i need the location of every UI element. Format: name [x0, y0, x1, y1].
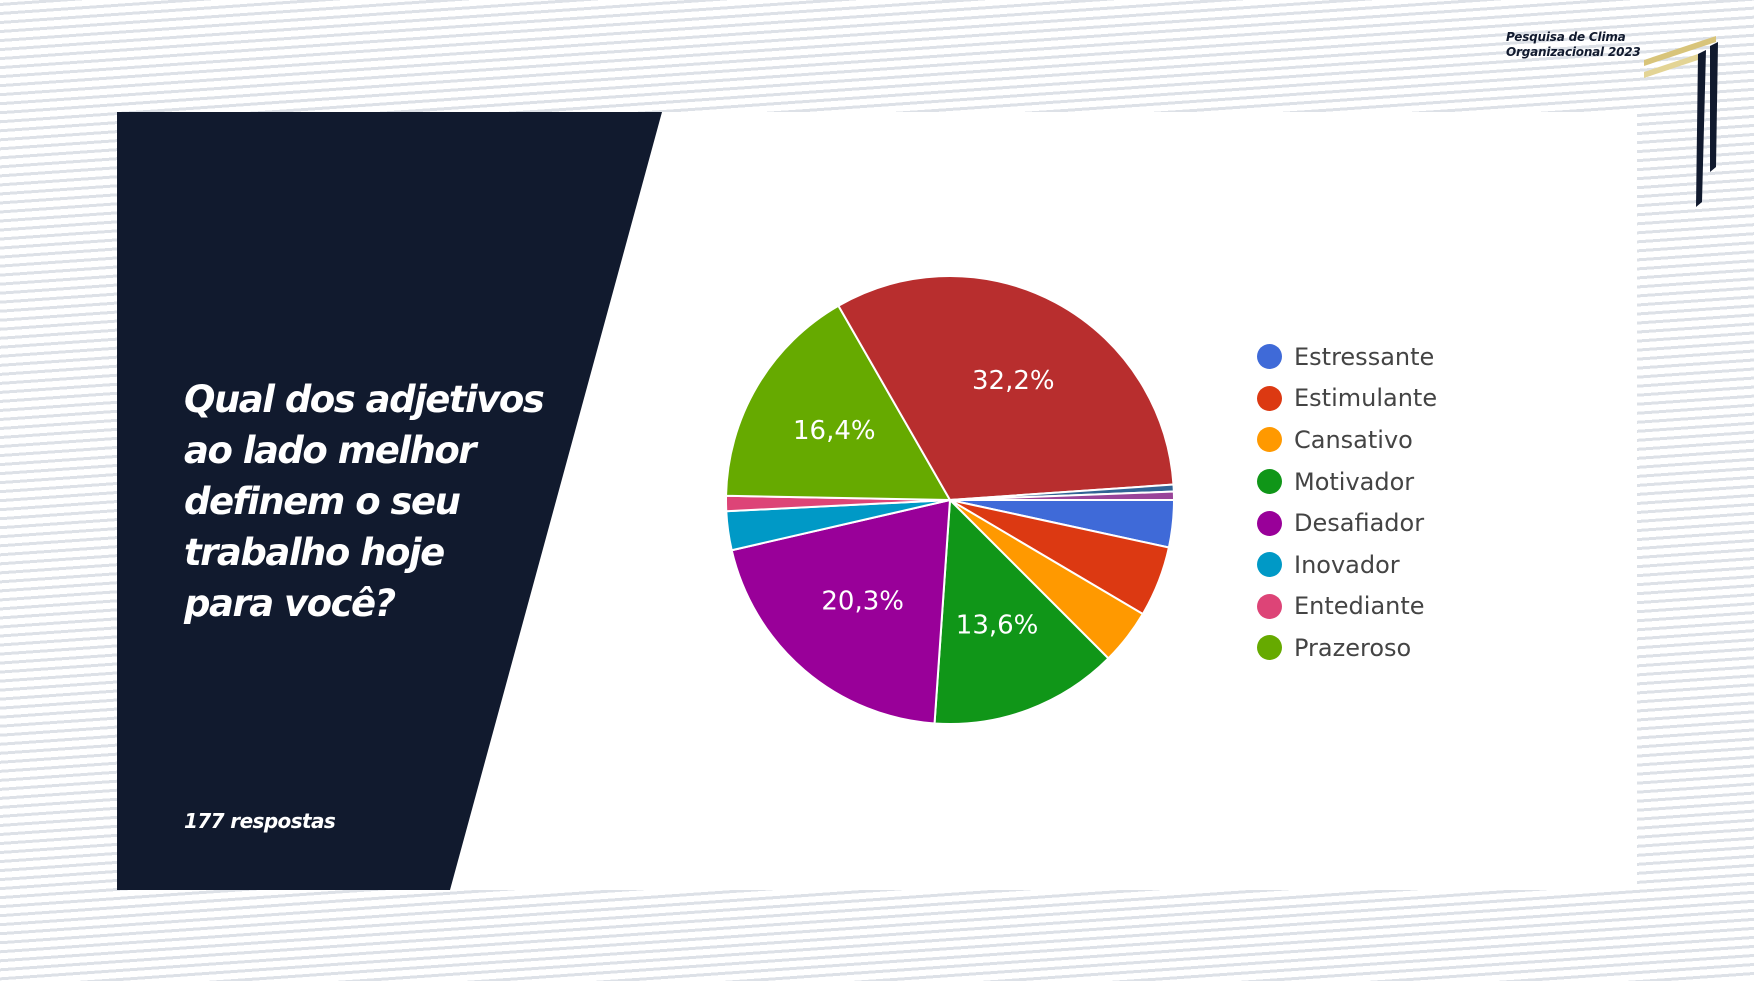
legend-label: Motivador — [1294, 467, 1415, 496]
brand-line-2: Organizacional 2023 — [1506, 45, 1641, 59]
legend-swatch-icon — [1257, 593, 1282, 619]
question-panel — [117, 112, 662, 890]
brand-logo-icon — [1644, 36, 1718, 207]
chart-legend: Estressante Estimulante Cansativo Motivador… — [1257, 336, 1437, 669]
legend-item-cansativo: Cansativo — [1257, 419, 1437, 461]
legend-item-estressante: Estressante — [1257, 336, 1437, 378]
legend-swatch-icon — [1257, 469, 1282, 495]
brand-line-1: Pesquisa de Clima — [1506, 30, 1626, 44]
pie-data-label: 13,6% — [956, 610, 1039, 640]
pie-slice-unlabeled-8 — [837, 275, 1175, 502]
legend-label: Inovador — [1294, 550, 1400, 579]
pie-slice-desafiador — [730, 498, 952, 725]
question-line: para você? — [184, 582, 396, 625]
legend-swatch-icon — [1257, 385, 1282, 411]
legend-item-prazeroso: Prazeroso — [1257, 627, 1437, 669]
legend-swatch-icon — [1257, 344, 1282, 370]
pie-slice-prazeroso — [725, 304, 952, 502]
question-line: Qual dos adjetivos — [184, 378, 545, 421]
pie-slice-motivador — [933, 497, 1110, 725]
legend-swatch-icon — [1257, 427, 1282, 453]
legend-item-desafiador: Desafiador — [1257, 502, 1437, 544]
legend-swatch-icon — [1257, 635, 1282, 661]
legend-item-inovador: Inovador — [1257, 544, 1437, 586]
legend-item-entediante: Entediante — [1257, 586, 1437, 628]
legend-label: Estimulante — [1294, 384, 1438, 413]
question-line: ao lado melhor — [184, 429, 477, 472]
legend-swatch-icon — [1257, 510, 1282, 536]
legend-item-motivador: Motivador — [1257, 461, 1437, 503]
legend-item-estimulante: Estimulante — [1257, 378, 1437, 420]
brand-title: Pesquisa de Clima Organizacional 2023 — [1506, 30, 1641, 60]
question-text: Qual dos adjetivos ao lado melhor definem … — [184, 374, 604, 629]
legend-swatch-icon — [1257, 552, 1282, 578]
pie-data-label: 16,4% — [793, 416, 876, 446]
question-line: trabalho hoje — [184, 531, 445, 574]
question-line: definem o seu — [184, 480, 461, 523]
response-count: 177 respostas — [184, 809, 336, 833]
legend-label: Estressante — [1294, 342, 1435, 371]
pie-data-label: 32,2% — [972, 366, 1055, 396]
legend-label: Cansativo — [1294, 425, 1413, 454]
legend-label: Desafiador — [1294, 509, 1425, 538]
legend-label: Prazeroso — [1294, 633, 1412, 662]
legend-label: Entediante — [1294, 592, 1425, 621]
pie-slice-unlabeled-10 — [949, 490, 1176, 501]
pie-data-label: 20,3% — [821, 587, 904, 617]
